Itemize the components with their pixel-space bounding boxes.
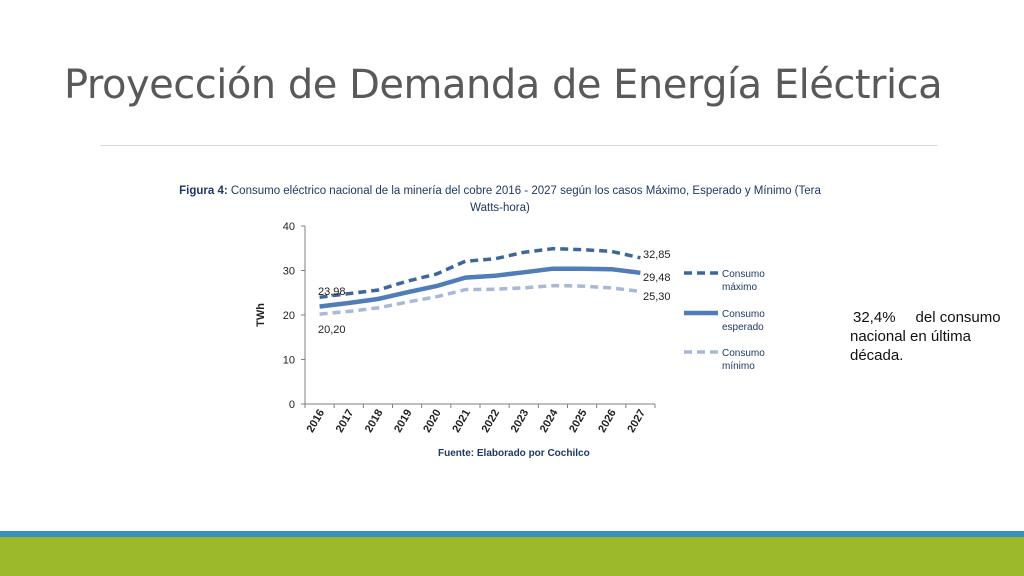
x-tick-label: 2018 [363, 408, 386, 435]
x-tick-label: 2025 [567, 408, 590, 435]
y-tick-label: 0 [289, 399, 295, 411]
chart-source: Fuente: Elaborado por Cochilco [438, 448, 590, 459]
y-tick-label: 20 [283, 310, 295, 322]
legend-label-maximo: Consumo [722, 269, 765, 280]
side-note-text: del consumo nacional en última década. [850, 309, 1001, 364]
series-line-maximo [319, 246, 641, 300]
chart-source-text: Elaborado por Cochilco [477, 448, 590, 459]
y-tick-label: 30 [283, 266, 295, 278]
legend-label-maximo: máximo [722, 282, 757, 293]
x-tick-label: 2017 [334, 408, 357, 435]
y-tick-label: 10 [283, 355, 295, 367]
side-note: 32,4% del consumo nacional en última déca… [850, 308, 1020, 365]
series-line-minimo [319, 283, 641, 316]
data-label-maximo-start: 23,98 [318, 286, 346, 298]
x-tick-label: 2027 [625, 408, 648, 435]
x-tick-label: 2022 [480, 408, 503, 435]
data-label-minimo-end: 25,30 [643, 291, 671, 303]
x-tick-label: 2021 [450, 408, 473, 435]
y-tick-label: 40 [283, 221, 295, 233]
side-note-percent: 32,4% [853, 309, 896, 326]
figure-caption-prefix: Figura 4: [179, 185, 228, 197]
data-label-minimo-start: 20,20 [318, 324, 346, 336]
figure-caption-text: Consumo eléctrico nacional de la minería… [230, 185, 821, 214]
slide-title: Proyección de Demanda de Energía Eléctri… [64, 62, 943, 108]
x-tick-label: 2023 [509, 408, 532, 435]
legend-label-esperado: esperado [722, 322, 764, 333]
x-tick-label: 2019 [392, 408, 415, 435]
chart-source-prefix: Fuente: [438, 448, 477, 459]
legend-label-esperado: Consumo [722, 309, 765, 320]
figure-caption: Figura 4: Consumo eléctrico nacional de … [170, 183, 830, 217]
x-tick-label: 2024 [538, 407, 561, 435]
legend-label-minimo: mínimo [722, 361, 755, 372]
legend-label-minimo: Consumo [722, 348, 765, 359]
y-axis-label: TWh [255, 303, 267, 327]
x-tick-label: 2020 [421, 408, 444, 435]
data-label-maximo-end: 32,85 [643, 249, 671, 261]
x-tick-label: 2026 [596, 408, 619, 435]
title-divider [100, 145, 938, 146]
series-line-esperado [319, 266, 641, 309]
footer-band-green [0, 537, 1024, 576]
data-label-esperado-end: 29,48 [643, 272, 671, 284]
footer-band-blue [0, 531, 1024, 537]
x-tick-label: 2016 [305, 408, 328, 435]
